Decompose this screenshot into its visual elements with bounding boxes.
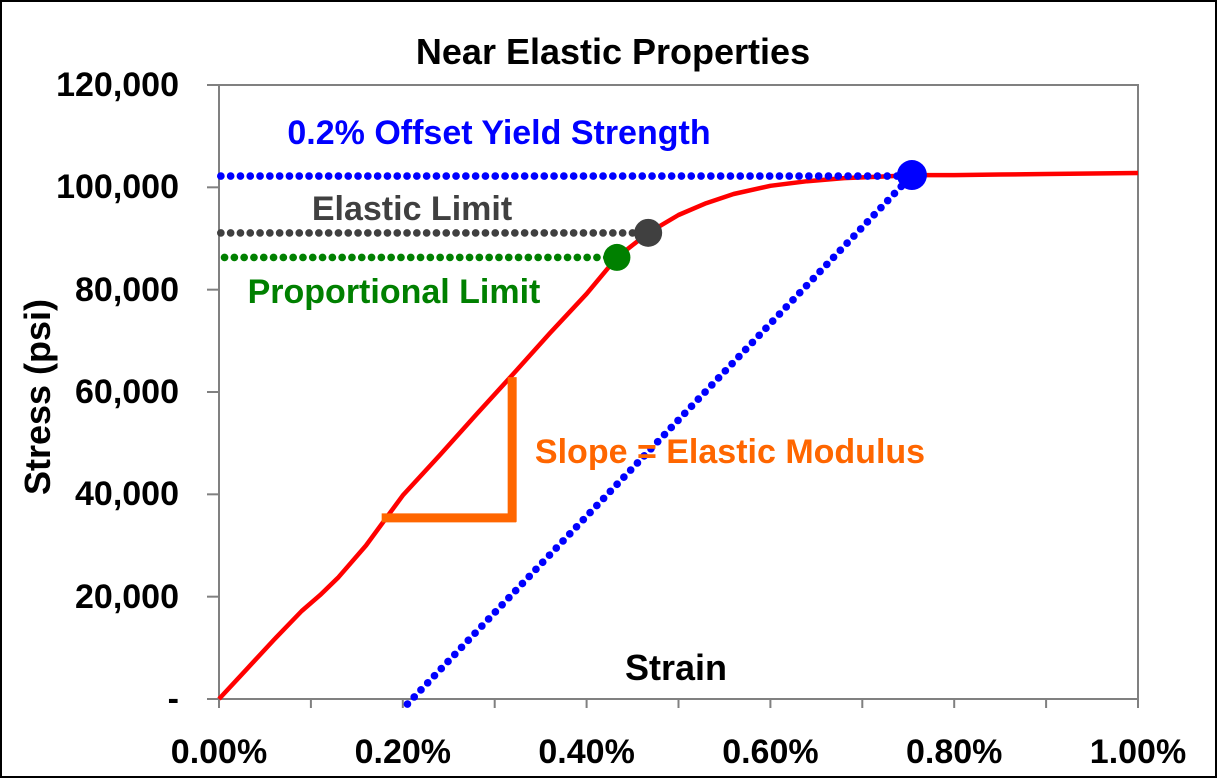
marker-proportional-limit-point: [603, 243, 631, 271]
annotation-offset-yield-strength: 0.2% Offset Yield Strength: [287, 114, 711, 152]
y-tick-label: 100,000: [56, 168, 179, 207]
marker-offset-yield-point: [896, 160, 927, 191]
x-tick-label: 0.20%: [354, 733, 451, 771]
x-tick-label: 0.80%: [905, 733, 1003, 771]
y-tick-label: 20,000: [75, 577, 179, 616]
annotation-proportional-limit: Proportional Limit: [247, 273, 541, 311]
y-tick-label: 40,000: [75, 475, 179, 514]
x-tick-label: 0.40%: [538, 733, 635, 771]
chart-title: Near Elastic Properties: [415, 31, 811, 72]
x-tick-label: 0.00%: [170, 733, 268, 771]
y-tick-label: 60,000: [75, 373, 179, 411]
annotation-slope-elastic-modulus: Slope = Elastic Modulus: [534, 433, 926, 471]
x-tick-label: 0.60%: [722, 733, 819, 771]
y-tick-label: 120,000: [56, 66, 179, 104]
y-tick-label: 80,000: [75, 270, 179, 309]
x-axis-title: Strain: [624, 647, 728, 688]
marker-elastic-limit-point: [634, 218, 663, 247]
x-tick-label: 1.00%: [1089, 733, 1187, 771]
y-tick-label: -: [167, 680, 179, 718]
series-offset-construction-line: [403, 173, 914, 708]
series-stress-strain-curve: [217, 170, 1139, 701]
annotation-elastic-limit: Elastic Limit: [311, 190, 513, 228]
